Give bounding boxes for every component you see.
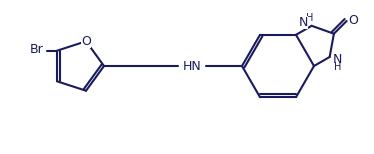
- Text: H: H: [306, 13, 313, 23]
- Text: H: H: [334, 62, 341, 72]
- Text: Br: Br: [30, 43, 44, 56]
- Text: N: N: [299, 16, 308, 29]
- Text: N: N: [333, 53, 342, 67]
- Text: O: O: [81, 35, 91, 48]
- Text: O: O: [349, 14, 359, 26]
- Text: HN: HN: [183, 59, 201, 73]
